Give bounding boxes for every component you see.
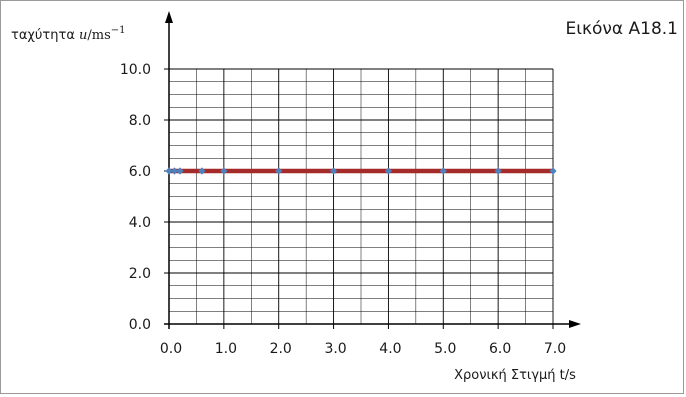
y-tick-label: 8.0 <box>129 113 151 129</box>
data-point <box>198 167 206 175</box>
y-axis-arrowhead <box>165 11 173 23</box>
y-tick-label: 6.0 <box>129 164 151 180</box>
x-axis-arrowhead <box>569 320 581 328</box>
data-series <box>165 167 557 175</box>
data-point <box>439 167 447 175</box>
data-point <box>176 167 184 175</box>
x-tick-label: 0.0 <box>160 341 182 357</box>
data-point <box>165 167 173 175</box>
y-tick-label: 2.0 <box>129 266 151 282</box>
y-tick-labels: 0.0 2.0 4.0 6.0 8.0 10.0 <box>120 62 151 333</box>
y-tick-label: 0.0 <box>129 317 151 333</box>
x-tick-labels: 0.0 1.0 2.0 3.0 4.0 5.0 6.0 7.0 <box>160 341 566 357</box>
grid <box>169 68 554 324</box>
x-tick-label: 7.0 <box>544 341 566 357</box>
y-axis-title: ταχύτητα u/ms−1 <box>11 25 126 43</box>
figure-label: Εικόνα Α18.1 <box>565 19 678 39</box>
data-point <box>275 167 283 175</box>
data-point <box>329 167 338 175</box>
x-tick-label: 3.0 <box>324 341 346 357</box>
data-point <box>549 167 557 175</box>
x-tick-label: 2.0 <box>270 341 292 357</box>
y-tick-label: 4.0 <box>129 215 151 231</box>
y-tick-label: 10.0 <box>120 62 151 78</box>
x-tick-label: 4.0 <box>379 341 401 357</box>
data-point <box>494 167 502 175</box>
data-point <box>384 167 393 175</box>
data-point <box>170 167 179 175</box>
x-tick-label: 1.0 <box>215 341 237 357</box>
data-point <box>220 167 228 175</box>
x-axis-title: Χρονική Στιγμή t/s <box>454 368 576 383</box>
x-tick-label: 6.0 <box>489 341 511 357</box>
x-tick-label: 5.0 <box>434 341 456 357</box>
